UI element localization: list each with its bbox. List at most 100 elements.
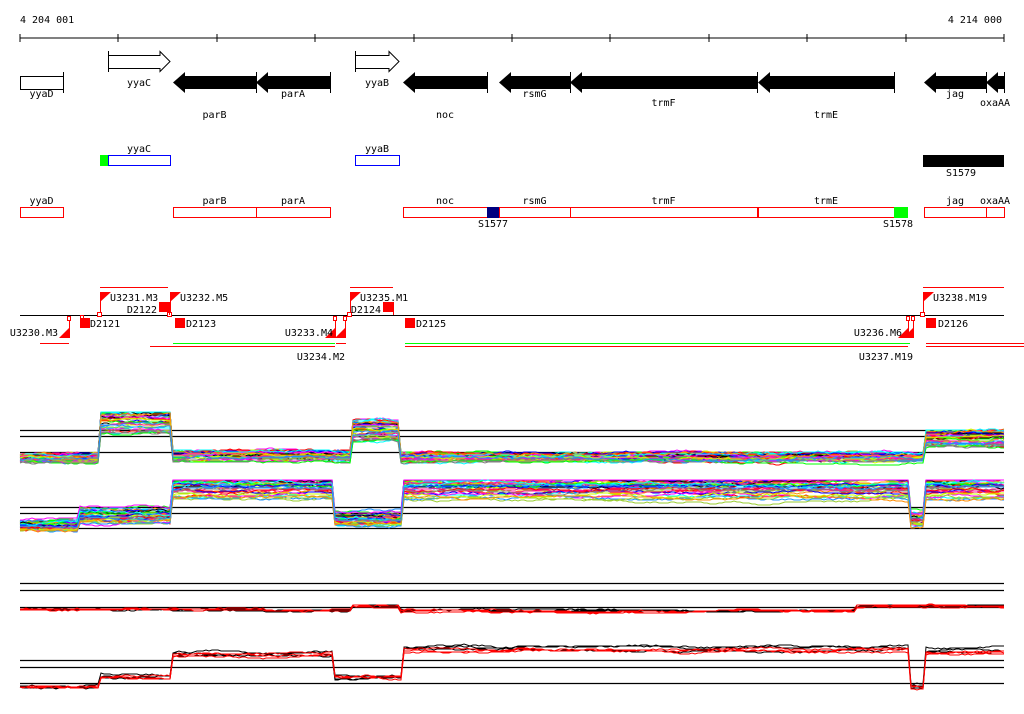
feature-label: yyaD [29, 196, 53, 207]
ruler-end-label: 4 214 000 [948, 15, 1002, 26]
marker-S1577 [487, 207, 499, 218]
gene-parB[interactable]: parB [173, 72, 257, 121]
upshift-flag-icon [923, 292, 934, 302]
reverse-arrow-icon [570, 72, 757, 93]
expression-profile-line [19, 648, 1005, 689]
expression-profile-line [20, 480, 1005, 527]
upshift-site [97, 312, 102, 317]
expression-track1 [19, 411, 1005, 466]
upshift-flag-icon [325, 327, 336, 338]
expression-profile-line [20, 647, 1004, 691]
expression-profile-line [20, 496, 1004, 532]
feature-label: noc [436, 196, 454, 207]
gene-label: trmF [651, 98, 675, 109]
downshift-label: D2123 [186, 319, 216, 330]
feature-label: trmF [651, 196, 675, 207]
downshift-block [80, 318, 90, 328]
downshift-label: D2125 [416, 319, 446, 330]
feature-box-trmE [758, 207, 895, 218]
gene-rsmG[interactable]: rsmG [499, 72, 571, 100]
feature-label: rsmG [522, 196, 546, 207]
feature-box-parA [256, 207, 331, 218]
reverse-arrow-icon [256, 72, 330, 93]
feature-label: parA [281, 196, 305, 207]
gene-yyaD[interactable]: yyaD [20, 72, 64, 100]
expression-profile-line [20, 423, 1005, 463]
feature-track-2: yyaC yyaB S1579 [100, 144, 1004, 179]
gene-noc[interactable]: noc [403, 72, 488, 121]
feature-box-noc [403, 207, 488, 218]
ruler-start-label: 4 204 001 [20, 15, 74, 26]
gene-annotation-track: yyaD yyaC parB parA yyaB noc rsmG trmF trmE jag ox… [20, 50, 1010, 121]
gene-yyaB[interactable]: yyaB [355, 50, 400, 89]
expression-profile-line [20, 430, 1004, 465]
downshift-block [383, 302, 393, 312]
reverse-arrow-icon [499, 72, 570, 93]
downshift-label: D2124 [351, 305, 381, 316]
gene-label: yyaC [127, 78, 151, 89]
gene-label: trmE [814, 110, 838, 121]
feature-label: trmE [814, 196, 838, 207]
upshift-site [347, 312, 352, 317]
gene-yyaC[interactable]: yyaC [108, 50, 171, 89]
expression-profile-line [19, 485, 1004, 529]
upshift-flag-icon [170, 292, 181, 302]
upshift-label: U3233.M4 [285, 328, 333, 339]
gene-label: oxaAA [980, 98, 1010, 109]
marker-label: S1577 [478, 219, 508, 230]
expression-profile-line [20, 604, 1004, 615]
expression-profile-line [19, 414, 1005, 459]
upshift-label: U3230.M3 [10, 328, 58, 339]
forward-arrow-icon [108, 50, 171, 73]
start-marker [100, 155, 108, 166]
upshift-label: U3232.M5 [180, 293, 228, 304]
upshift-label: U3238.M19 [933, 293, 987, 304]
feature-box-jag [924, 207, 987, 218]
upshift-label: U3237.M19 [859, 352, 913, 363]
feature-label: oxaAA [980, 196, 1010, 207]
upshift-flag-icon [59, 327, 70, 338]
upshift-site [920, 312, 925, 317]
feature-track-3: yyaD parB parA noc rsmG trmF trmE jag oxaAA S1577… [20, 196, 1010, 230]
reverse-arrow-icon [924, 72, 986, 93]
feature-label: jag [946, 196, 964, 207]
feature-label: parB [202, 196, 226, 207]
downshift-block [159, 302, 169, 312]
feature-box-parB [173, 207, 257, 218]
downshift-block [405, 318, 415, 328]
upshift-label: U3234.M2 [297, 352, 345, 363]
feature-label: yyaB [365, 144, 389, 155]
gene-parA[interactable]: parA [256, 72, 331, 100]
transcription-shift-track: U3230.M3 U3231.M3 U3232.M5 U3233.M4 U3234.M2… [10, 287, 1024, 363]
gene-jag[interactable]: jag [924, 72, 987, 100]
upshift-site [343, 316, 347, 321]
gene-label: jag [946, 89, 964, 100]
feature-box-oxaAA [986, 207, 1005, 218]
expression-track2 [19, 479, 1005, 533]
expression-profile-line [20, 482, 1005, 527]
feature-box-rsmG [499, 207, 571, 218]
upshift-flag-icon [100, 292, 111, 302]
gene-oxaAA[interactable]: oxaAA [980, 72, 1010, 109]
gene-trmF[interactable]: trmF [570, 72, 758, 109]
gene-trmE[interactable]: trmE [758, 72, 895, 121]
reverse-arrow-icon [758, 72, 894, 93]
upshift-flag-icon [335, 327, 346, 338]
expression-profile-line [20, 646, 1004, 689]
upshift-label: U3231.M3 [110, 293, 158, 304]
marker-label: S1578 [883, 219, 913, 230]
ruler: 4 204 001 4 214 000 [19, 15, 1005, 42]
gene-label: yyaB [365, 78, 389, 89]
upshift-flag-icon [350, 292, 361, 302]
downshift-block [926, 318, 936, 328]
gene-label: noc [436, 110, 454, 121]
expression-profile-line [20, 479, 1004, 526]
gene-label: rsmG [522, 89, 546, 100]
upshift-label: U3235.M1 [360, 293, 408, 304]
reverse-arrow-icon [173, 72, 256, 93]
expression-track3 [20, 582, 1004, 615]
feature-label: yyaC [127, 144, 151, 155]
feature-box-trmF [570, 207, 758, 218]
upshift-site [333, 316, 337, 321]
